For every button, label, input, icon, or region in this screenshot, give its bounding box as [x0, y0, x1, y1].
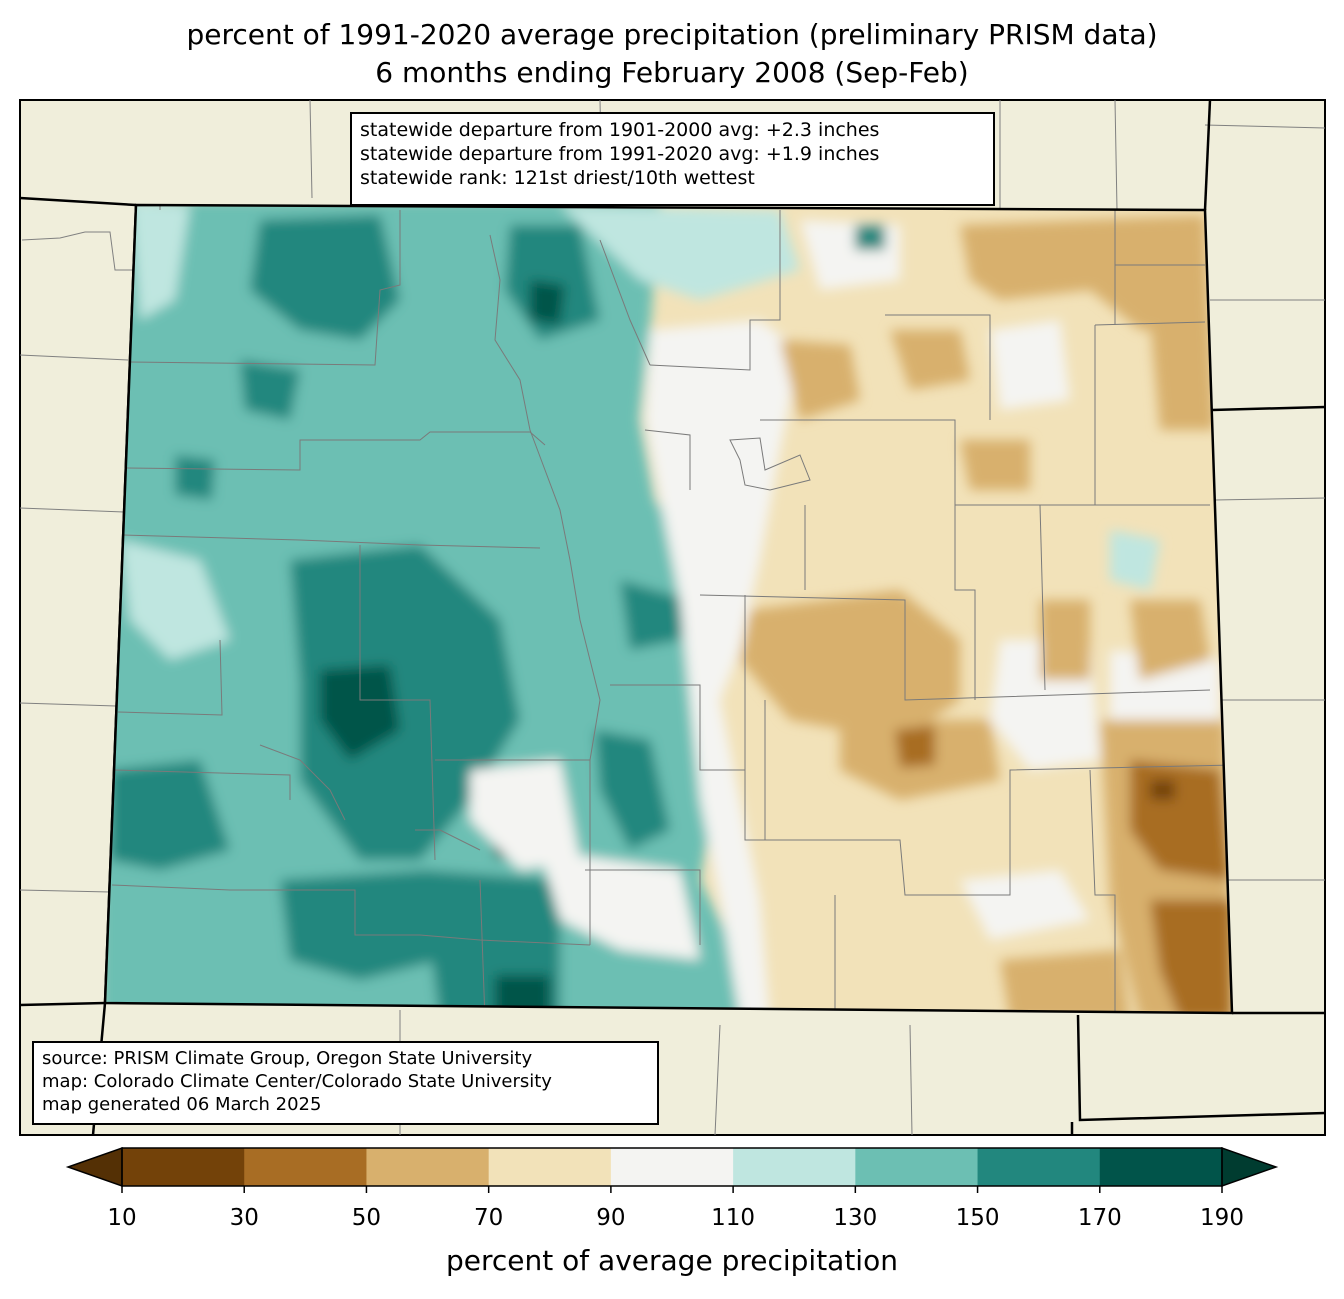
colorbar-segment [733, 1148, 856, 1186]
colorbar-segment [610, 1148, 734, 1186]
colorbar-tick-label: 90 [596, 1205, 626, 1231]
colorbar-tick-label: 130 [833, 1205, 878, 1231]
source-line: map generated 06 March 2025 [42, 1094, 322, 1115]
county-lines [111, 205, 1232, 1013]
stats-line: statewide departure from 1901-2000 avg: … [360, 119, 880, 141]
colorbar-under-arrow [65, 1146, 123, 1188]
colorbar-segment [488, 1148, 612, 1186]
colorado-precipitation-field [105, 205, 1232, 1013]
stats-line: statewide rank: 121st driest/10th wettes… [360, 167, 755, 189]
colorbar-segment [122, 1148, 245, 1186]
colorbar-segment [1099, 1148, 1223, 1186]
colorbar-tick-label: 50 [351, 1205, 382, 1231]
colorado-outline [103, 203, 1234, 1015]
source-box: source: PRISM Climate Group, Oregon Stat… [32, 1041, 659, 1125]
colorbar-segment [366, 1148, 490, 1186]
source-line: map: Colorado Climate Center/Colorado St… [42, 1071, 552, 1092]
map-title-line1: percent of 1991-2020 average precipitati… [186, 18, 1158, 51]
colorbar-label: percent of average precipitation [446, 1244, 898, 1277]
colorbar-segment [855, 1148, 979, 1186]
colorbar-tick-label: 30 [229, 1205, 259, 1231]
colorbar-tick-label: 10 [107, 1205, 137, 1231]
colorbar-tick-label: 150 [955, 1205, 1000, 1231]
colorbar-border [121, 1147, 1223, 1187]
map-title-line2: 6 months ending February 2008 (Sep-Feb) [375, 56, 969, 89]
stats-line: statewide departure from 1991-2020 avg: … [360, 143, 880, 165]
statewide-stats-box: statewide departure from 1901-2000 avg: … [350, 112, 995, 206]
colorbar [65, 1146, 1279, 1193]
colorbar-tick-label: 170 [1077, 1205, 1122, 1231]
source-line: source: PRISM Climate Group, Oregon Stat… [42, 1048, 533, 1069]
colorbar-segment [977, 1148, 1101, 1186]
colorbar-over-arrow [1221, 1146, 1279, 1188]
colorbar-segment [244, 1148, 367, 1186]
colorbar-tick-label: 190 [1200, 1205, 1244, 1231]
colorbar-tick-label: 110 [711, 1205, 756, 1231]
colorbar-tick-label: 70 [474, 1205, 504, 1231]
metro-county-lines [729, 437, 811, 491]
